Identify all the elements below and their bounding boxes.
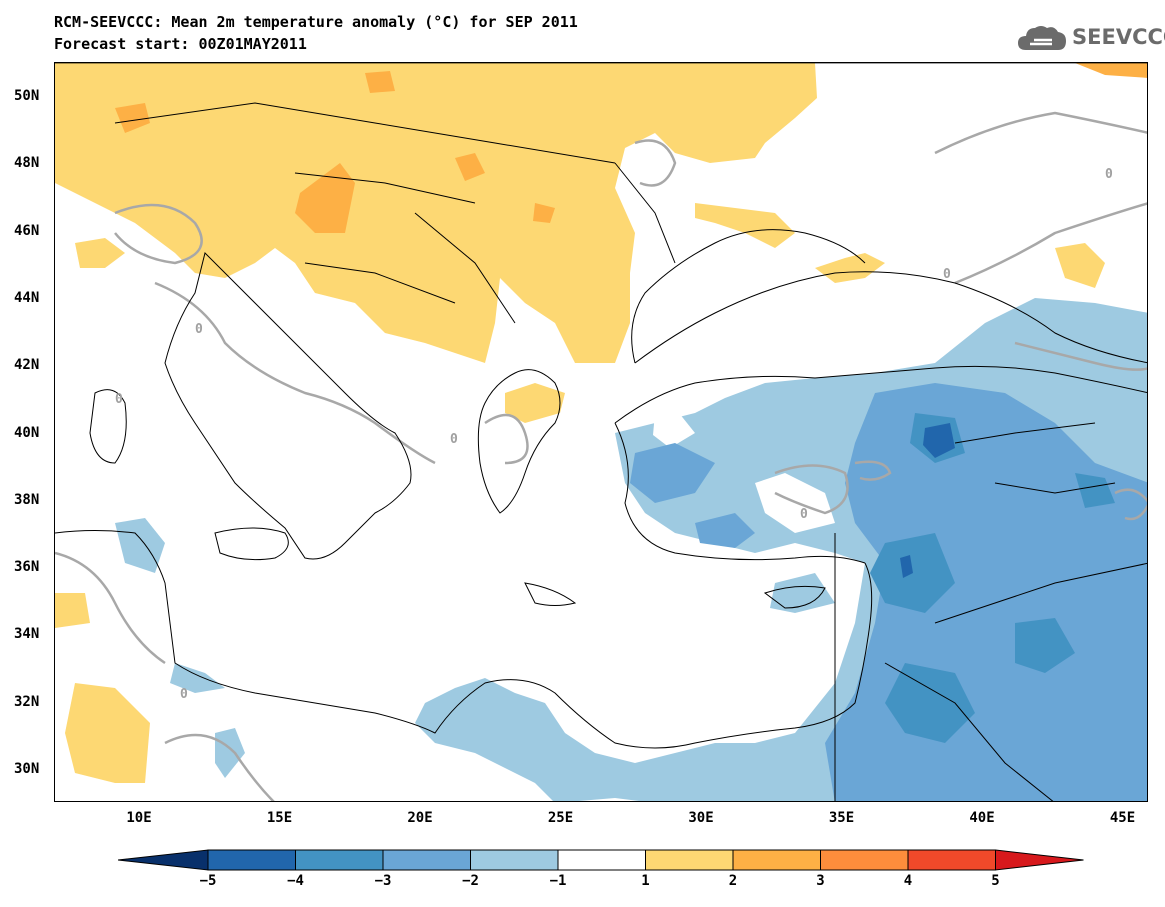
warm-anomaly-areas xyxy=(55,63,1147,783)
map-title: RCM-SEEVCCC: Mean 2m temperature anomaly… xyxy=(54,13,578,31)
colorbar-tick-label: 3 xyxy=(816,873,825,889)
longitude-label: 30E xyxy=(688,810,714,826)
colorbar-segment xyxy=(295,849,384,871)
colorbar-tick-label: −2 xyxy=(462,873,479,889)
latitude-label: 34N xyxy=(14,626,40,643)
colorbar-segment xyxy=(557,849,646,871)
colorbar-segment xyxy=(470,849,559,871)
colorbar-tick-label: −4 xyxy=(287,873,304,889)
colorbar-segment xyxy=(645,849,734,871)
colorbar-tick-label: −5 xyxy=(199,873,217,889)
longitude-label: 15E xyxy=(266,810,293,826)
zero-contours xyxy=(55,111,1147,801)
colorbar-segment xyxy=(382,849,471,871)
latitude-label: 42N xyxy=(14,357,40,374)
colorbar-segment xyxy=(732,849,821,871)
contour-label: 0 xyxy=(943,267,951,282)
colorbar-tick-label: 4 xyxy=(903,873,913,889)
map-panel: 0 0 0 0 0 0 0 xyxy=(54,62,1148,802)
seevccc-logo: SEEVCCC xyxy=(1016,22,1165,52)
contour-label: 0 xyxy=(180,687,188,702)
colorbar-segment xyxy=(907,849,996,871)
contour-label: 0 xyxy=(450,432,458,447)
contour-label: 0 xyxy=(115,392,123,407)
latitude-label: 38N xyxy=(14,491,40,508)
colorbar-tick-label: 5 xyxy=(991,873,1000,889)
logo-text: SEEVCCC xyxy=(1072,25,1165,49)
colorbar xyxy=(118,849,1084,871)
contour-label: 0 xyxy=(1105,167,1113,182)
longitude-label: 35E xyxy=(828,810,855,826)
colorbar-segment xyxy=(207,849,296,871)
contour-label: 0 xyxy=(800,507,808,522)
colorbar-tick-label: 2 xyxy=(728,873,738,889)
longitude-label: 20E xyxy=(407,810,433,826)
latitude-label: 44N xyxy=(14,289,40,306)
cloud-icon xyxy=(1018,26,1066,50)
forecast-start-subtitle: Forecast start: 00Z01MAY2011 xyxy=(54,35,307,53)
colorbar-max-arrow xyxy=(995,849,1084,871)
latitude-label: 48N xyxy=(14,155,40,172)
colorbar-segment xyxy=(820,849,909,871)
latitude-label: 30N xyxy=(14,761,40,777)
cool-anomaly-areas xyxy=(115,298,1147,801)
latitude-label: 40N xyxy=(14,424,40,441)
contour-label: 0 xyxy=(195,322,203,337)
longitude-label: 40E xyxy=(969,810,995,826)
latitude-label: 32N xyxy=(14,693,40,710)
coastlines-borders xyxy=(55,102,1147,801)
longitude-label: 45E xyxy=(1109,810,1136,826)
longitude-label: 10E xyxy=(126,810,152,826)
latitude-label: 50N xyxy=(14,88,40,104)
colorbar-tick-label: −1 xyxy=(549,873,567,889)
anomaly-map: 0 0 0 0 0 0 0 xyxy=(55,63,1147,801)
latitude-label: 46N xyxy=(14,222,40,239)
colorbar-min-arrow xyxy=(118,849,209,871)
colorbar-tick-label: −3 xyxy=(374,873,392,889)
latitude-label: 36N xyxy=(14,559,40,576)
longitude-label: 25E xyxy=(547,810,574,826)
colorbar-tick-label: 1 xyxy=(641,873,650,889)
